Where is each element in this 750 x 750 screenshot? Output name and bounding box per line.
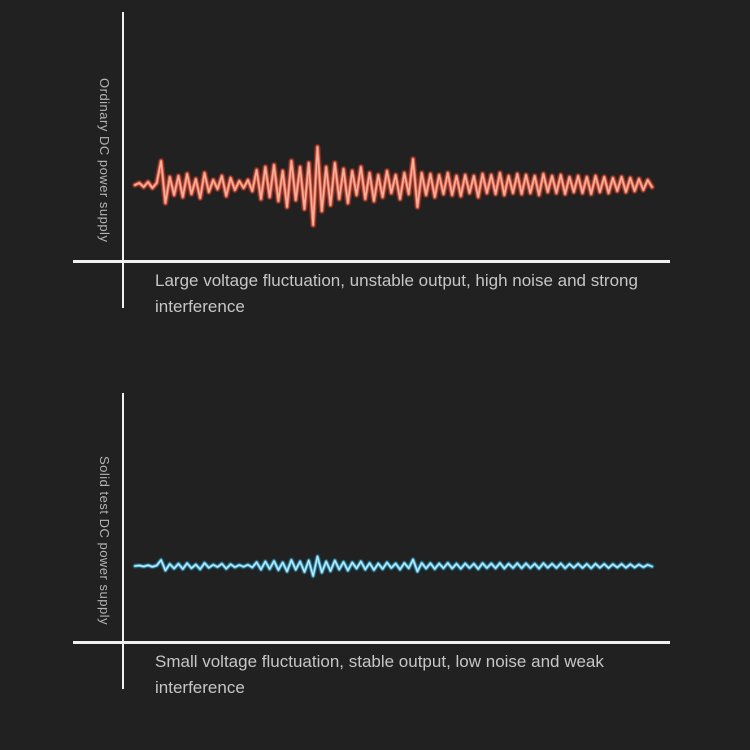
x-axis-line (73, 260, 670, 263)
chart-ordinary-dc: Ordinary DC power supply Large voltage f… (0, 0, 750, 370)
chart-solid-test-dc: Solid test DC power supply Small voltage… (0, 381, 750, 750)
chart-caption: Small voltage fluctuation, stable output… (155, 652, 604, 697)
y-axis-label: Ordinary DC power supply (97, 77, 112, 243)
y-axis-line (122, 12, 124, 308)
chart-caption: Large voltage fluctuation, unstable outp… (155, 271, 638, 316)
y-axis-label: Solid test DC power supply (97, 456, 112, 626)
y-axis-line (122, 393, 124, 689)
x-axis-line (73, 641, 670, 644)
stable-waveform (132, 554, 655, 579)
noisy-waveform (132, 144, 655, 228)
